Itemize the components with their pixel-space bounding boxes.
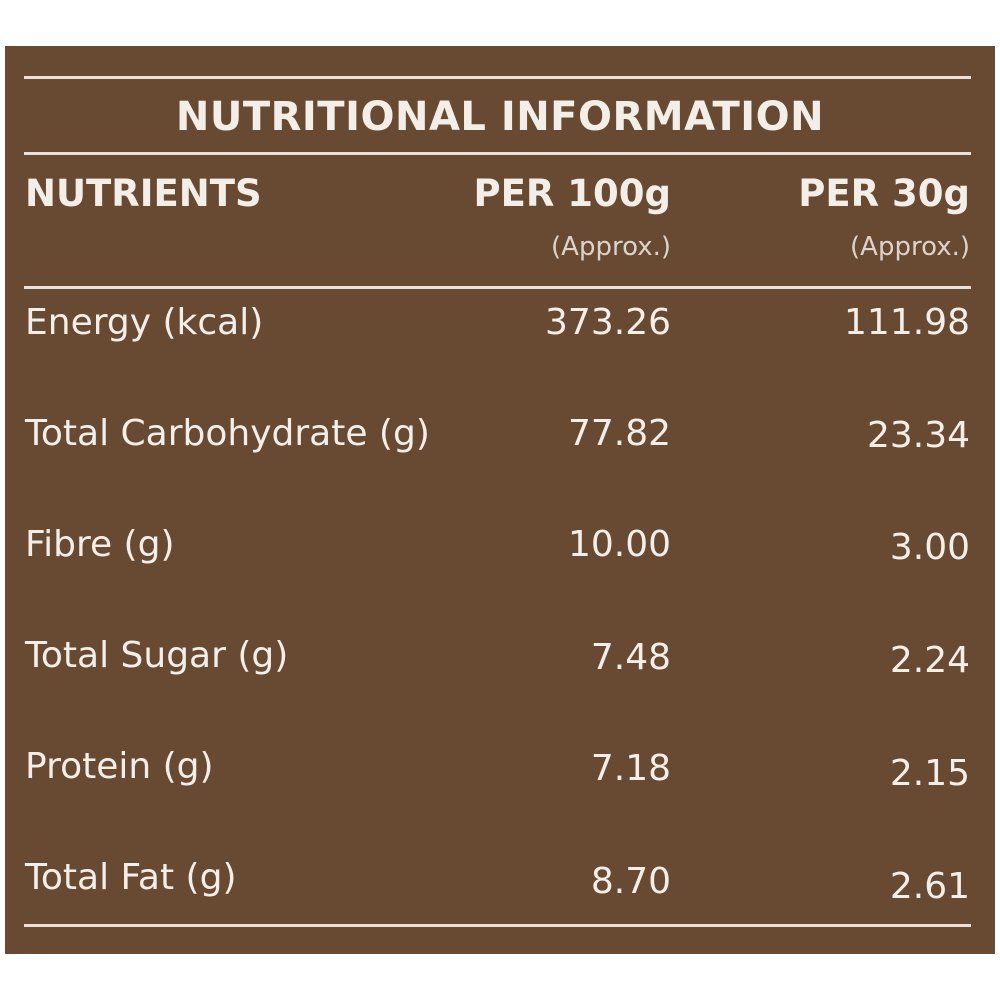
value-per-100g: 373.26 <box>545 302 671 343</box>
bottom-rule <box>24 924 971 927</box>
value-per-100g: 8.70 <box>590 861 671 902</box>
header-per-100g-note: (Approx.) <box>551 232 671 262</box>
value-per-30g: 111.98 <box>844 302 970 343</box>
header-nutrients: NUTRIENTS <box>25 172 262 215</box>
nutrient-label: Protein (g) <box>25 746 214 787</box>
header-rule <box>24 286 971 289</box>
nutrient-label: Energy (kcal) <box>25 302 264 343</box>
header-per-30g-note: (Approx.) <box>850 232 970 262</box>
value-per-30g: 23.34 <box>866 415 970 456</box>
header-per-30g: PER 30g <box>798 172 970 215</box>
value-per-30g: 2.15 <box>889 753 970 794</box>
top-rule <box>24 76 971 79</box>
value-per-30g: 3.00 <box>889 527 970 568</box>
nutrition-table: NUTRITIONAL INFORMATION NUTRIENTS PER 10… <box>5 46 995 954</box>
header-per-100g: PER 100g <box>473 172 671 215</box>
title-rule <box>24 152 971 155</box>
value-per-30g: 2.24 <box>889 640 970 681</box>
nutrient-label: Total Fat (g) <box>25 857 237 898</box>
nutrient-label: Total Sugar (g) <box>25 635 289 676</box>
value-per-100g: 7.18 <box>590 748 671 789</box>
value-per-100g: 77.82 <box>567 413 671 454</box>
value-per-100g: 10.00 <box>567 524 671 565</box>
nutrient-label: Total Carbohydrate (g) <box>25 413 430 454</box>
value-per-100g: 7.48 <box>590 637 671 678</box>
table-title: NUTRITIONAL INFORMATION <box>175 94 825 140</box>
nutrient-label: Fibre (g) <box>25 524 175 565</box>
value-per-30g: 2.61 <box>889 866 970 907</box>
